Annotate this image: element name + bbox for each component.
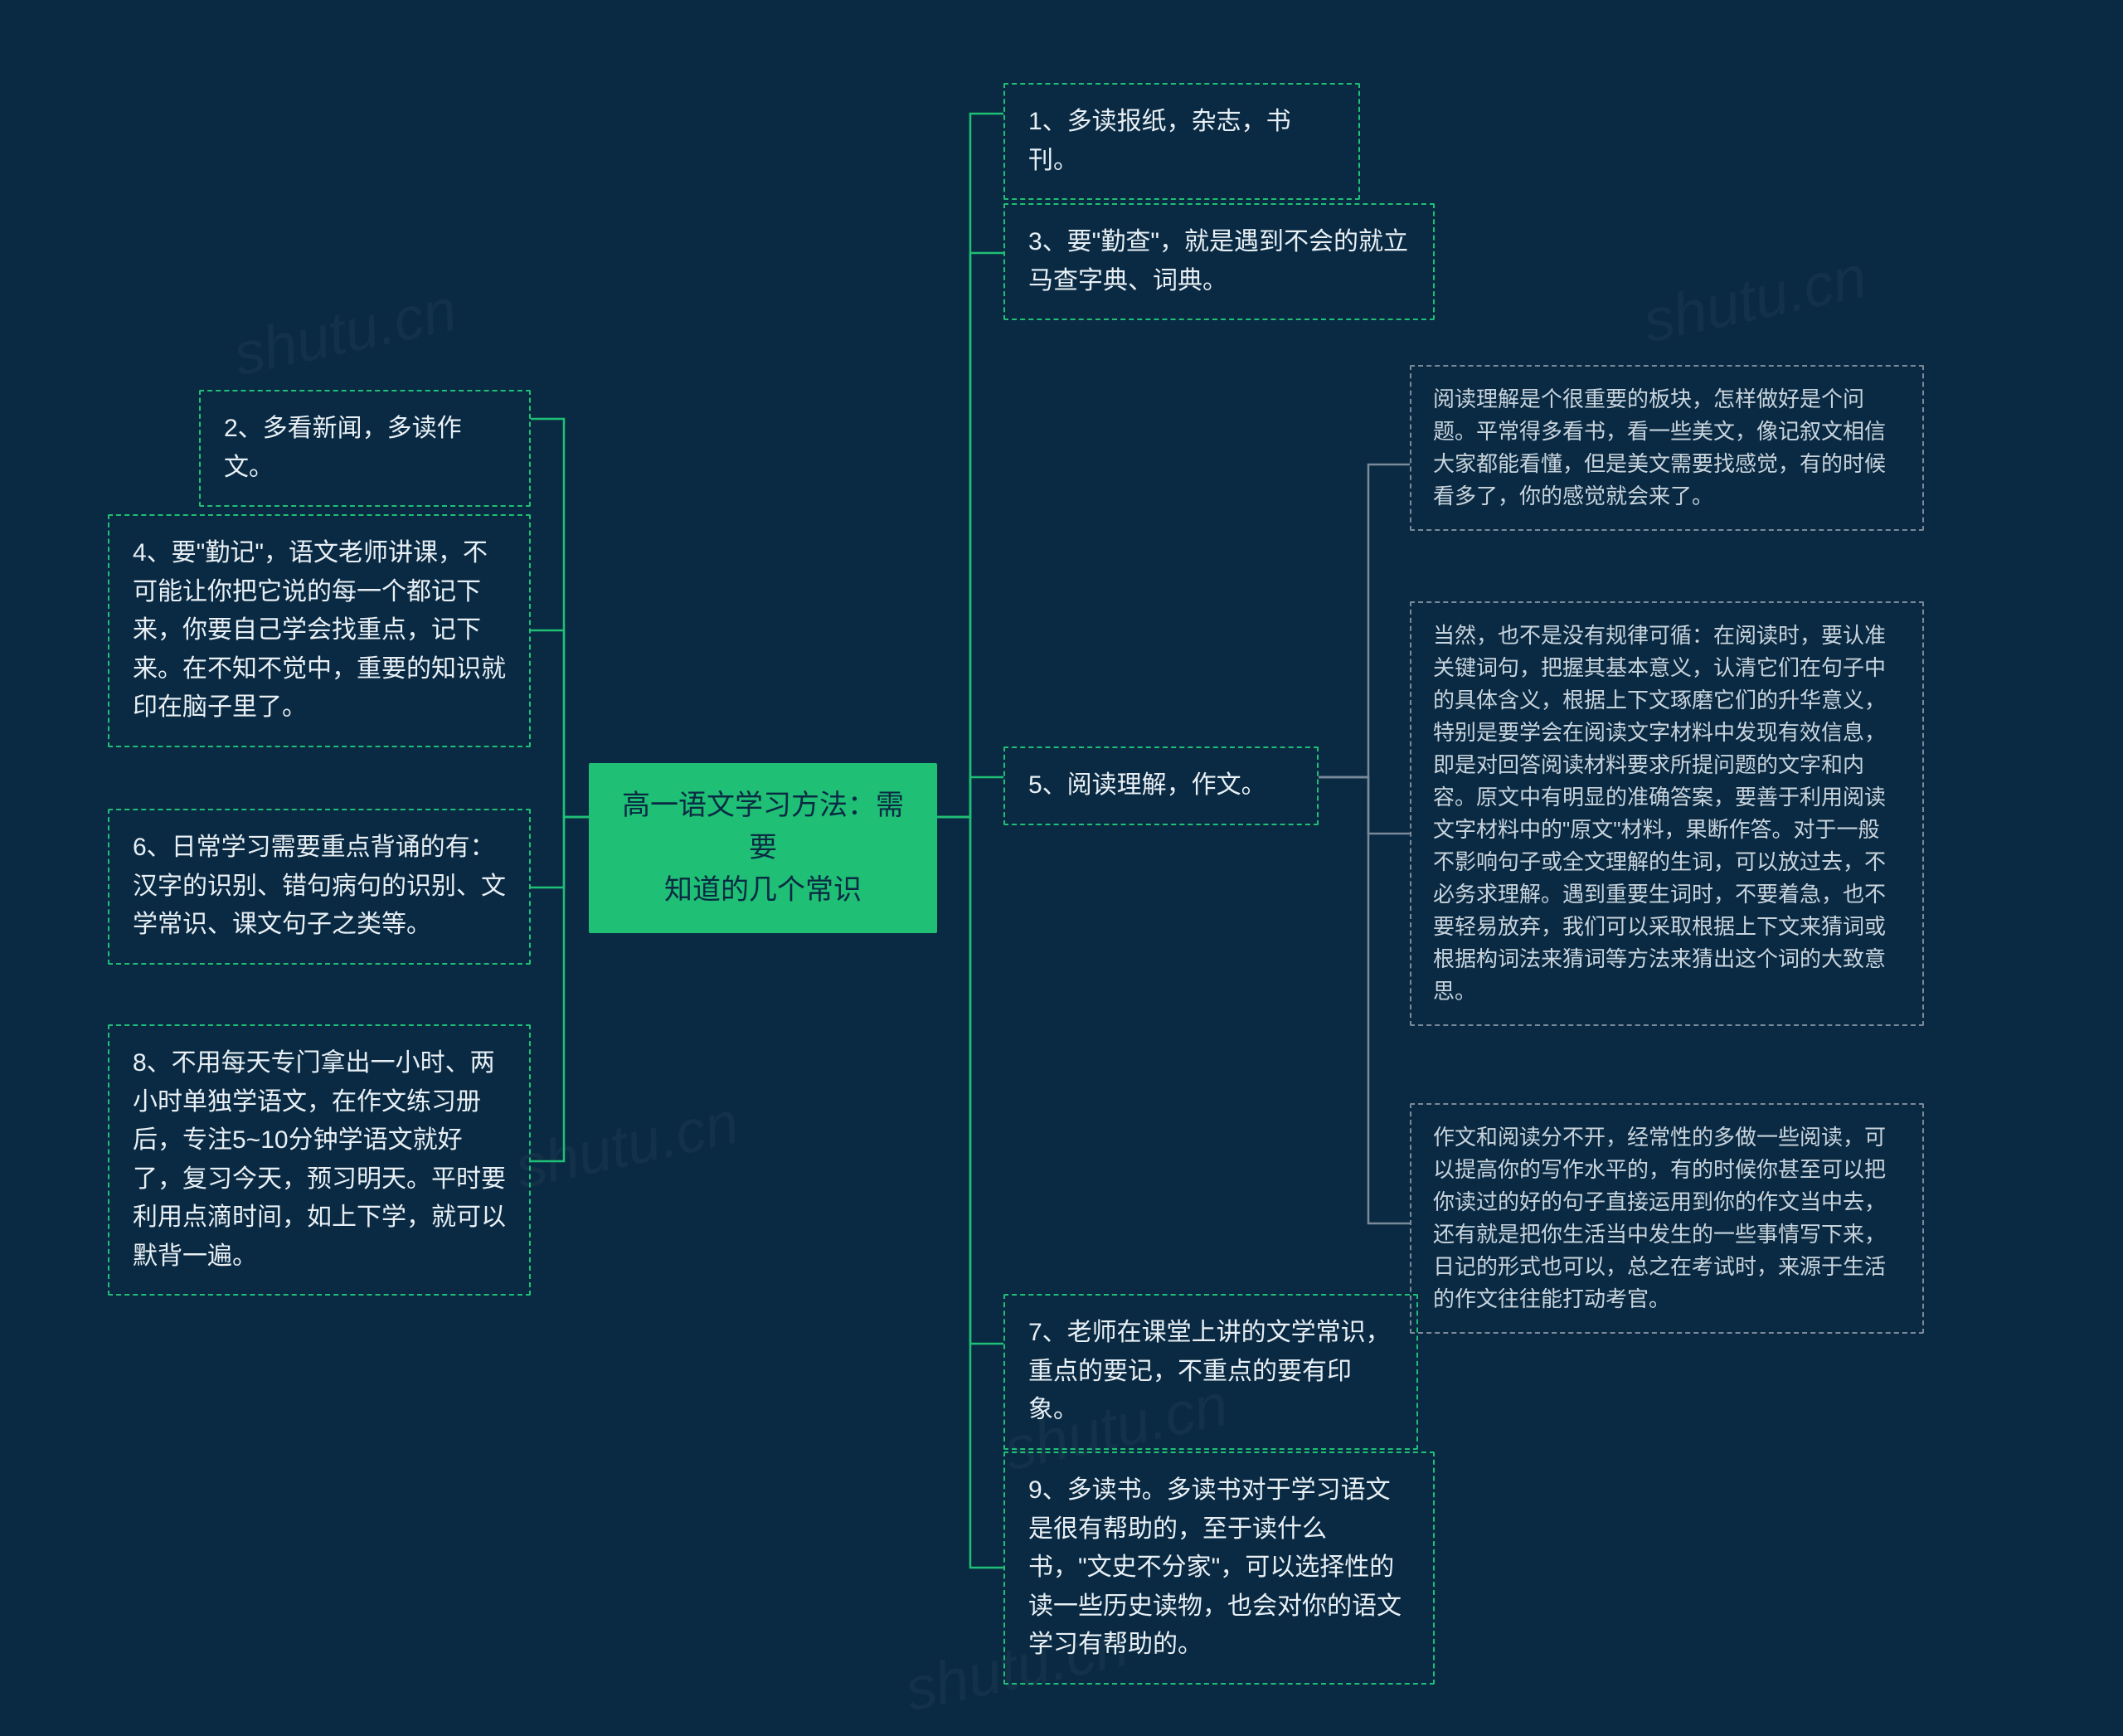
branch-text: 2、多看新闻，多读作文。 xyxy=(224,415,462,481)
center-node: 高一语文学习方法：需要知道的几个常识 xyxy=(589,763,937,933)
right-branch-7: 7、老师在课堂上讲的文学常识，重点的要记，不重点的要有印象。 xyxy=(1003,1294,1418,1450)
left-branch-8: 8、不用每天专门拿出一小时、两小时单独学语文，在作文练习册后，专注5~10分钟学… xyxy=(108,1024,531,1296)
branch-text: 9、多读书。多读书对于学习语文是很有帮助的，至于读什么书，"文史不分家"，可以选… xyxy=(1028,1476,1402,1658)
leaf-text: 当然，也不是没有规律可循：在阅读时，要认准关键词句，把握其基本意义，认清它们在句… xyxy=(1433,623,1886,1004)
leaf-text: 阅读理解是个很重要的板块，怎样做好是个问题。平常得多看书，看一些美文，像记叙文相… xyxy=(1433,387,1886,508)
leaf-r5c: 作文和阅读分不开，经常性的多做一些阅读，可以提高你的写作水平的，有的时候你甚至可… xyxy=(1410,1103,1924,1334)
leaf-r5b: 当然，也不是没有规律可循：在阅读时，要认准关键词句，把握其基本意义，认清它们在句… xyxy=(1410,601,1924,1026)
center-text: 高一语文学习方法：需要知道的几个常识 xyxy=(622,790,904,906)
branch-text: 1、多读报纸，杂志，书刊。 xyxy=(1028,108,1291,174)
right-branch-9: 9、多读书。多读书对于学习语文是很有帮助的，至于读什么书，"文史不分家"，可以选… xyxy=(1003,1452,1435,1685)
watermark: shutu.cn xyxy=(227,276,462,390)
branch-text: 8、不用每天专门拿出一小时、两小时单独学语文，在作文练习册后，专注5~10分钟学… xyxy=(133,1049,506,1270)
watermark: shutu.cn xyxy=(1637,243,1872,357)
branch-text: 4、要"勤记"，语文老师讲课，不可能让你把它说的每一个都记下来，你要自己学会找重… xyxy=(133,539,506,721)
watermark: shutu.cn xyxy=(509,1089,744,1203)
right-branch-1: 1、多读报纸，杂志，书刊。 xyxy=(1003,83,1360,200)
branch-text: 3、要"勤查"，就是遇到不会的就立马查字典、词典。 xyxy=(1028,228,1408,294)
branch-text: 6、日常学习需要重点背诵的有：汉字的识别、错句病句的识别、文学常识、课文句子之类… xyxy=(133,834,506,938)
left-branch-4: 4、要"勤记"，语文老师讲课，不可能让你把它说的每一个都记下来，你要自己学会找重… xyxy=(108,514,531,747)
right-branch-3: 3、要"勤查"，就是遇到不会的就立马查字典、词典。 xyxy=(1003,203,1435,320)
leaf-text: 作文和阅读分不开，经常性的多做一些阅读，可以提高你的写作水平的，有的时候你甚至可… xyxy=(1433,1125,1886,1311)
branch-text: 5、阅读理解，作文。 xyxy=(1028,771,1266,799)
right-branch-5: 5、阅读理解，作文。 xyxy=(1003,746,1319,825)
leaf-r5a: 阅读理解是个很重要的板块，怎样做好是个问题。平常得多看书，看一些美文，像记叙文相… xyxy=(1410,365,1924,531)
left-branch-2: 2、多看新闻，多读作文。 xyxy=(199,390,531,507)
left-branch-6: 6、日常学习需要重点背诵的有：汉字的识别、错句病句的识别、文学常识、课文句子之类… xyxy=(108,809,531,965)
branch-text: 7、老师在课堂上讲的文学常识，重点的要记，不重点的要有印象。 xyxy=(1028,1319,1391,1423)
